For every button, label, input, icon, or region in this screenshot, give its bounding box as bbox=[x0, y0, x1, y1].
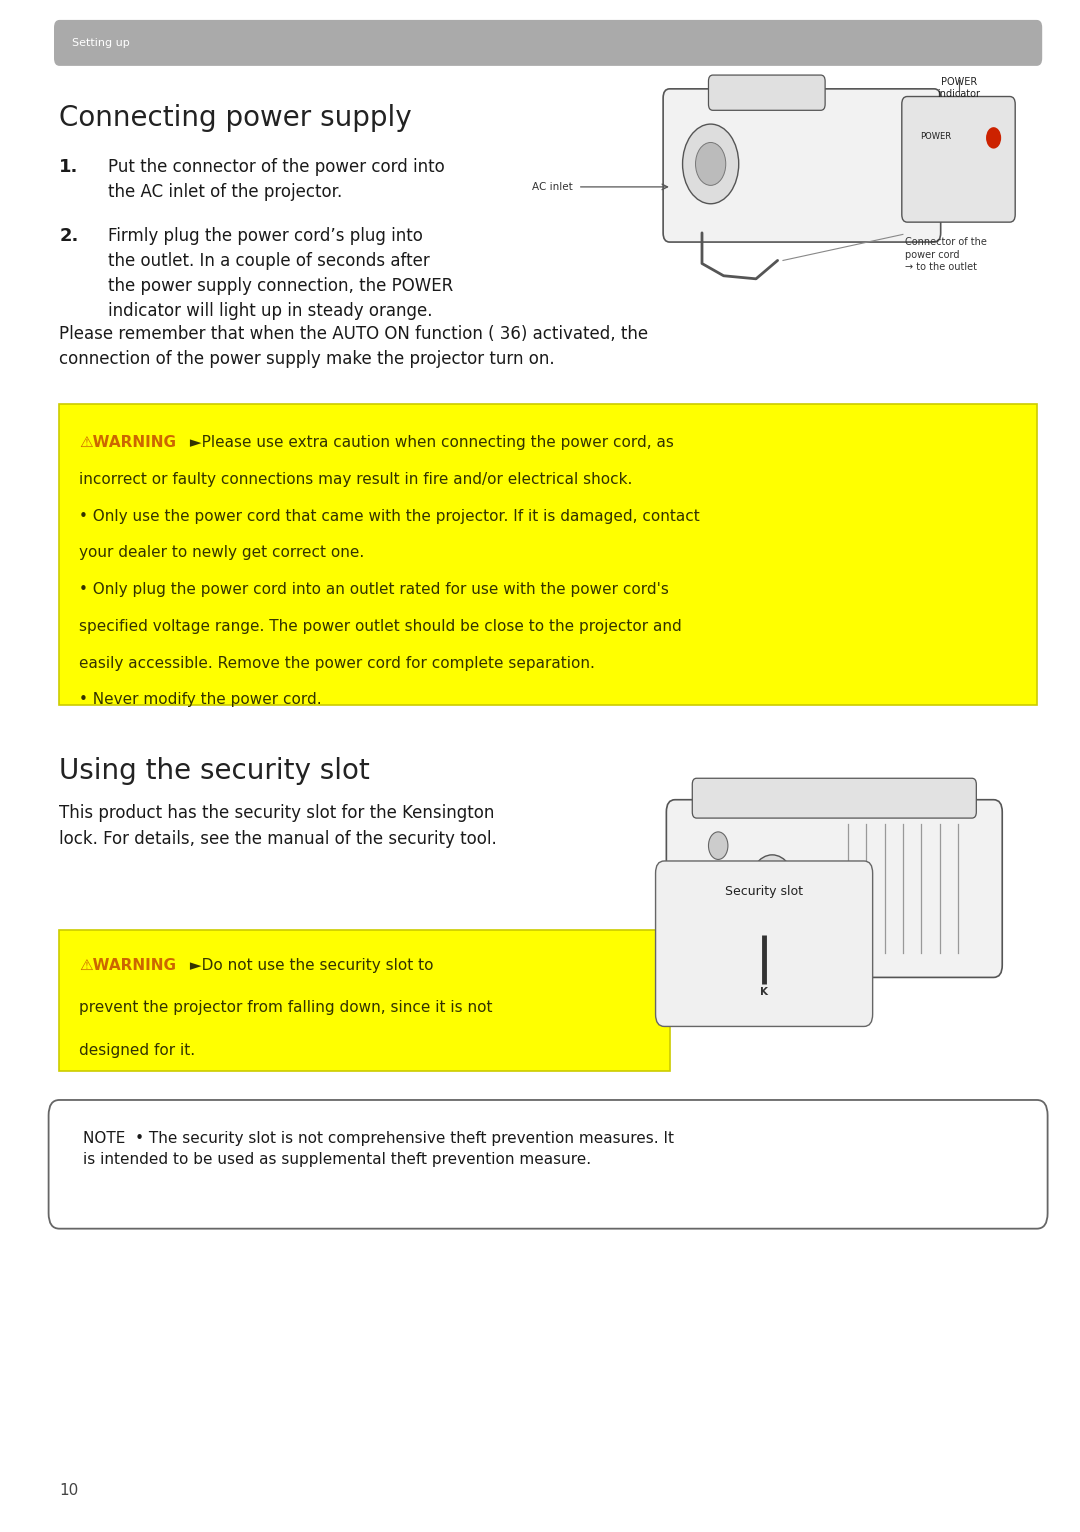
Circle shape bbox=[748, 855, 796, 922]
Circle shape bbox=[708, 832, 728, 859]
Text: Please remember that when the AUTO ON function ( 36) activated, the
connection o: Please remember that when the AUTO ON fu… bbox=[59, 325, 648, 369]
Text: Connecting power supply: Connecting power supply bbox=[59, 104, 413, 132]
Text: Firmly plug the power cord’s plug into
the outlet. In a couple of seconds after
: Firmly plug the power cord’s plug into t… bbox=[108, 227, 454, 320]
Text: Security slot: Security slot bbox=[725, 885, 804, 898]
Text: incorrect or faulty connections may result in fire and/or electrical shock.: incorrect or faulty connections may resu… bbox=[79, 472, 632, 487]
Text: ⚠WARNING: ⚠WARNING bbox=[79, 958, 176, 973]
Text: easily accessible. Remove the power cord for complete separation.: easily accessible. Remove the power cord… bbox=[79, 656, 595, 671]
Text: Using the security slot: Using the security slot bbox=[59, 757, 370, 784]
Text: • Only plug the power cord into an outlet rated for use with the power cord's: • Only plug the power cord into an outle… bbox=[79, 582, 669, 597]
Text: AC inlet: AC inlet bbox=[531, 182, 572, 192]
Text: POWER: POWER bbox=[920, 132, 951, 141]
Text: prevent the projector from falling down, since it is not: prevent the projector from falling down,… bbox=[79, 1000, 492, 1016]
FancyBboxPatch shape bbox=[54, 20, 1042, 66]
Circle shape bbox=[696, 142, 726, 185]
Text: ►Please use extra caution when connecting the power cord, as: ►Please use extra caution when connectin… bbox=[185, 435, 674, 450]
Text: your dealer to newly get correct one.: your dealer to newly get correct one. bbox=[79, 545, 364, 561]
Text: • Never modify the power cord.: • Never modify the power cord. bbox=[79, 692, 322, 708]
FancyBboxPatch shape bbox=[708, 75, 825, 110]
Text: K: K bbox=[760, 987, 768, 997]
Text: POWER
indicator: POWER indicator bbox=[937, 77, 981, 100]
FancyBboxPatch shape bbox=[666, 800, 1002, 977]
FancyBboxPatch shape bbox=[59, 930, 670, 1071]
Text: Setting up: Setting up bbox=[72, 38, 130, 47]
Circle shape bbox=[708, 918, 728, 945]
FancyBboxPatch shape bbox=[692, 778, 976, 818]
Text: • Only use the power cord that came with the projector. If it is damaged, contac: • Only use the power cord that came with… bbox=[79, 509, 700, 524]
FancyBboxPatch shape bbox=[59, 404, 1037, 705]
Text: Put the connector of the power cord into
the AC inlet of the projector.: Put the connector of the power cord into… bbox=[108, 158, 445, 201]
Circle shape bbox=[683, 124, 739, 204]
Text: NOTE  • The security slot is not comprehensive theft prevention measures. It
is : NOTE • The security slot is not comprehe… bbox=[83, 1131, 674, 1167]
Text: specified voltage range. The power outlet should be close to the projector and: specified voltage range. The power outle… bbox=[79, 619, 681, 634]
FancyBboxPatch shape bbox=[656, 861, 873, 1026]
Text: 10: 10 bbox=[59, 1483, 79, 1498]
Text: 2.: 2. bbox=[59, 227, 79, 245]
Text: 1.: 1. bbox=[59, 158, 79, 176]
Text: ⚠WARNING: ⚠WARNING bbox=[79, 435, 176, 450]
Circle shape bbox=[708, 875, 728, 902]
Text: Connector of the
power cord
→ to the outlet: Connector of the power cord → to the out… bbox=[905, 237, 987, 273]
Circle shape bbox=[986, 127, 1001, 149]
FancyBboxPatch shape bbox=[663, 89, 941, 242]
Text: designed for it.: designed for it. bbox=[79, 1043, 195, 1059]
FancyBboxPatch shape bbox=[902, 97, 1015, 222]
Text: ►Do not use the security slot to: ►Do not use the security slot to bbox=[185, 958, 433, 973]
FancyBboxPatch shape bbox=[49, 1100, 1048, 1229]
Text: This product has the security slot for the Kensington
lock. For details, see the: This product has the security slot for t… bbox=[59, 804, 497, 849]
